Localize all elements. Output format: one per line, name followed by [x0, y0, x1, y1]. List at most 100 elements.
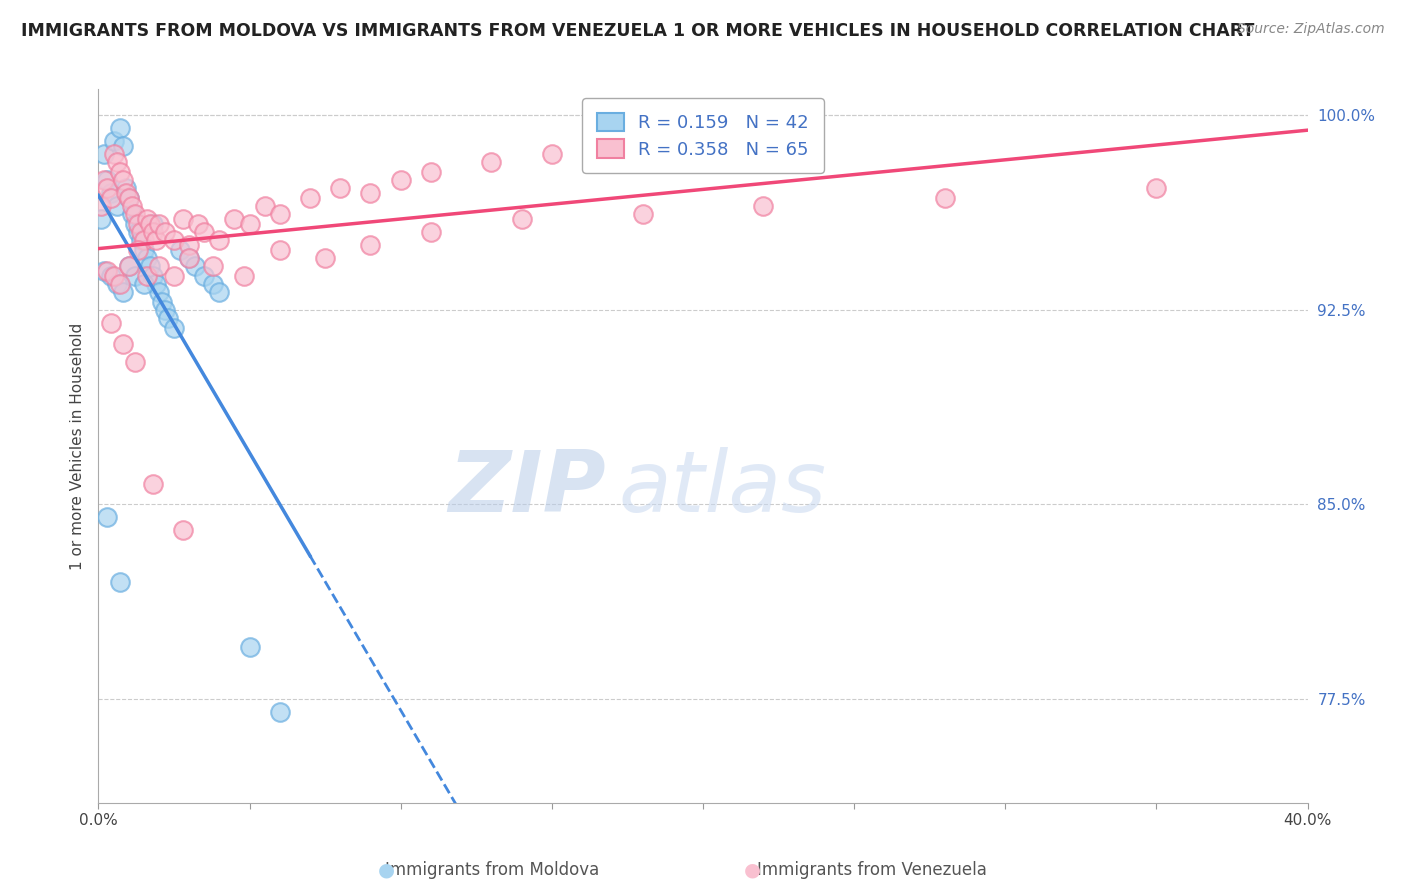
Point [105, 277, 128, 291]
Point [139, 217, 162, 231]
Text: ●: ● [744, 860, 761, 880]
Point [114, 186, 136, 200]
Point [132, 243, 155, 257]
Point [193, 268, 215, 283]
Point [118, 259, 141, 273]
Point [329, 181, 352, 195]
Y-axis label: 1 or more Vehicles in Household: 1 or more Vehicles in Household [69, 322, 84, 570]
Point [510, 211, 533, 226]
Point [179, 238, 201, 252]
Point [121, 207, 143, 221]
Point [752, 199, 775, 213]
Point [135, 251, 157, 265]
Point [156, 310, 179, 325]
Point [93, 173, 115, 187]
Text: atlas: atlas [619, 447, 827, 531]
Point [135, 211, 157, 226]
Point [239, 640, 262, 654]
Point [202, 259, 225, 273]
Point [105, 199, 128, 213]
Point [96, 181, 118, 195]
Text: ZIP: ZIP [449, 447, 606, 531]
Point [232, 268, 254, 283]
Point [118, 259, 141, 273]
Text: ●: ● [378, 860, 395, 880]
Point [153, 302, 176, 317]
Point [108, 121, 131, 136]
Point [420, 225, 443, 239]
Point [132, 233, 155, 247]
Point [96, 173, 118, 187]
Point [111, 285, 134, 299]
Point [100, 186, 122, 200]
Point [631, 207, 654, 221]
Point [90, 211, 112, 226]
Point [208, 285, 231, 299]
Point [127, 225, 149, 239]
Point [360, 238, 382, 252]
Point [239, 217, 262, 231]
Point [1144, 181, 1167, 195]
Point [127, 217, 149, 231]
Point [184, 259, 207, 273]
Point [121, 199, 143, 213]
Point [100, 191, 122, 205]
Point [108, 165, 131, 179]
Point [208, 233, 231, 247]
Point [96, 510, 118, 524]
Text: IMMIGRANTS FROM MOLDOVA VS IMMIGRANTS FROM VENEZUELA 1 OR MORE VEHICLES IN HOUSE: IMMIGRANTS FROM MOLDOVA VS IMMIGRANTS FR… [21, 22, 1254, 40]
Point [269, 705, 291, 719]
Text: Source: ZipAtlas.com: Source: ZipAtlas.com [1237, 22, 1385, 37]
Point [692, 121, 714, 136]
Point [224, 211, 246, 226]
Point [269, 207, 291, 221]
Point [100, 268, 122, 283]
Point [139, 259, 162, 273]
Text: Immigrants from Venezuela: Immigrants from Venezuela [756, 861, 987, 879]
Point [142, 476, 165, 491]
Point [124, 207, 146, 221]
Point [169, 243, 191, 257]
Point [148, 285, 170, 299]
Point [202, 277, 225, 291]
Point [108, 575, 131, 590]
Point [93, 264, 115, 278]
Point [172, 211, 194, 226]
Point [187, 217, 209, 231]
Legend: R = 0.159   N = 42, R = 0.358   N = 65: R = 0.159 N = 42, R = 0.358 N = 65 [582, 98, 824, 173]
Point [145, 233, 167, 247]
Point [90, 199, 112, 213]
Point [360, 186, 382, 200]
Point [172, 524, 194, 538]
Point [163, 268, 186, 283]
Point [111, 173, 134, 187]
Point [142, 225, 165, 239]
Point [142, 217, 165, 231]
Point [103, 268, 125, 283]
Point [129, 225, 152, 239]
Point [111, 336, 134, 351]
Text: Immigrants from Moldova: Immigrants from Moldova [385, 861, 599, 879]
Point [148, 217, 170, 231]
Point [150, 295, 173, 310]
Point [96, 264, 118, 278]
Point [420, 165, 443, 179]
Point [163, 233, 186, 247]
Point [108, 277, 131, 291]
Point [314, 251, 336, 265]
Point [269, 243, 291, 257]
Point [540, 147, 562, 161]
Point [145, 277, 167, 291]
Point [163, 321, 186, 335]
Point [111, 139, 134, 153]
Point [103, 147, 125, 161]
Point [127, 243, 149, 257]
Point [103, 134, 125, 148]
Point [253, 199, 276, 213]
Point [135, 268, 157, 283]
Point [481, 154, 503, 169]
Point [389, 173, 412, 187]
Point [93, 147, 115, 161]
Point [148, 259, 170, 273]
Point [179, 251, 201, 265]
